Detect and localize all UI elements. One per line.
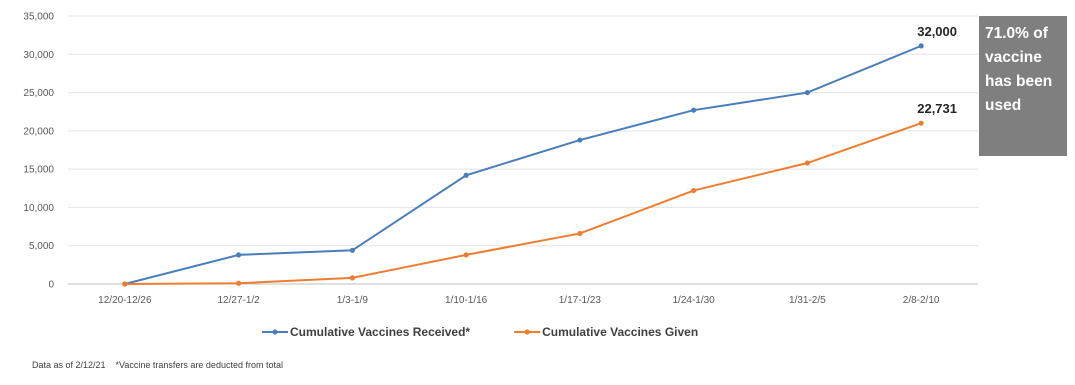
data-point bbox=[691, 187, 697, 194]
data-point bbox=[691, 107, 697, 113]
x-tick-label: 2/8-2/10 bbox=[903, 295, 940, 306]
y-tick-label: 30,000 bbox=[23, 50, 54, 61]
x-tick-label: 1/10-1/16 bbox=[445, 295, 488, 306]
series-lines bbox=[122, 43, 924, 287]
x-tick-label: 1/3-1/9 bbox=[337, 295, 369, 306]
data-point bbox=[577, 230, 583, 237]
data-point bbox=[577, 137, 583, 143]
data-label: 22,731 bbox=[917, 101, 957, 116]
legend-label-1: Cumulative Vaccines Received* bbox=[290, 325, 470, 339]
data-point bbox=[122, 281, 128, 287]
data-point bbox=[463, 172, 469, 178]
y-tick-label: 35,000 bbox=[23, 12, 54, 23]
legend-swatch-marker bbox=[524, 329, 530, 335]
footnote: Data as of 2/12/21 *Vaccine transfers ar… bbox=[32, 360, 283, 370]
data-point bbox=[236, 252, 242, 258]
legend-label-2: Cumulative Vaccines Given bbox=[542, 325, 698, 339]
data-point bbox=[918, 43, 924, 49]
data-point bbox=[804, 160, 810, 166]
data-label: 32,000 bbox=[917, 24, 957, 39]
x-tick-label: 1/31-2/5 bbox=[789, 295, 826, 306]
y-tick-label: 20,000 bbox=[23, 126, 54, 137]
x-tick-label: 12/27-1/2 bbox=[217, 295, 260, 306]
x-tick-label: 1/24-1/30 bbox=[672, 295, 715, 306]
x-axis-tick-labels: 12/20-12/26 12/27-1/2 1/3-1/9 1/10-1/16 1/17… bbox=[98, 295, 940, 306]
y-tick-label: 10,000 bbox=[23, 203, 54, 214]
gridlines bbox=[68, 15, 978, 285]
y-axis-tick-labels: 0 5,000 10,000 15,000 20,000 25,000 30,000 35,0… bbox=[23, 12, 54, 291]
y-tick-label: 0 bbox=[48, 280, 54, 291]
data-point bbox=[804, 89, 810, 96]
data-labels: 32,000 22,731 bbox=[917, 24, 957, 116]
legend-swatch-marker bbox=[272, 329, 278, 335]
data-point bbox=[918, 120, 924, 126]
series-line-2 bbox=[124, 122, 922, 285]
x-tick-label: 12/20-12/26 bbox=[98, 295, 152, 306]
data-point bbox=[463, 252, 469, 258]
x-tick-label: 1/17-1/23 bbox=[559, 295, 602, 306]
y-tick-label: 25,000 bbox=[23, 88, 54, 99]
y-tick-label: 15,000 bbox=[23, 165, 54, 176]
data-point bbox=[349, 247, 355, 253]
data-point bbox=[349, 275, 355, 281]
legend: Cumulative Vaccines Received* Cumulative … bbox=[262, 325, 698, 339]
data-point bbox=[236, 280, 242, 286]
series-line-1 bbox=[124, 44, 922, 285]
y-tick-label: 5,000 bbox=[29, 241, 54, 252]
usage-callout: 71.0% of vaccine has been used bbox=[979, 16, 1067, 156]
